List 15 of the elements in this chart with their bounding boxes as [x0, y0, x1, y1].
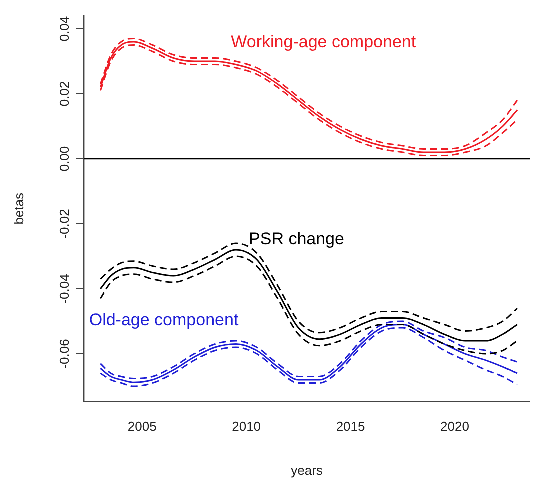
y-tick-label: -0.06 [57, 339, 72, 369]
series-label: Old-age component [89, 310, 239, 330]
x-tick-label: 2020 [440, 419, 470, 434]
y-axis-title: betas [11, 192, 26, 225]
series-label: PSR change [249, 229, 344, 248]
y-tick-label: -0.04 [57, 274, 72, 304]
x-axis-title: years [291, 462, 324, 478]
x-tick-label: 2015 [336, 419, 366, 434]
y-tick-label: 0.02 [57, 81, 72, 107]
x-tick-label: 2005 [128, 419, 157, 434]
y-tick-label: 0.00 [57, 146, 72, 172]
x-tick-label: 2010 [232, 419, 262, 434]
y-tick-label: -0.02 [57, 209, 72, 239]
series-label: Working-age component [231, 32, 416, 52]
y-tick-label: 0.04 [57, 16, 72, 42]
